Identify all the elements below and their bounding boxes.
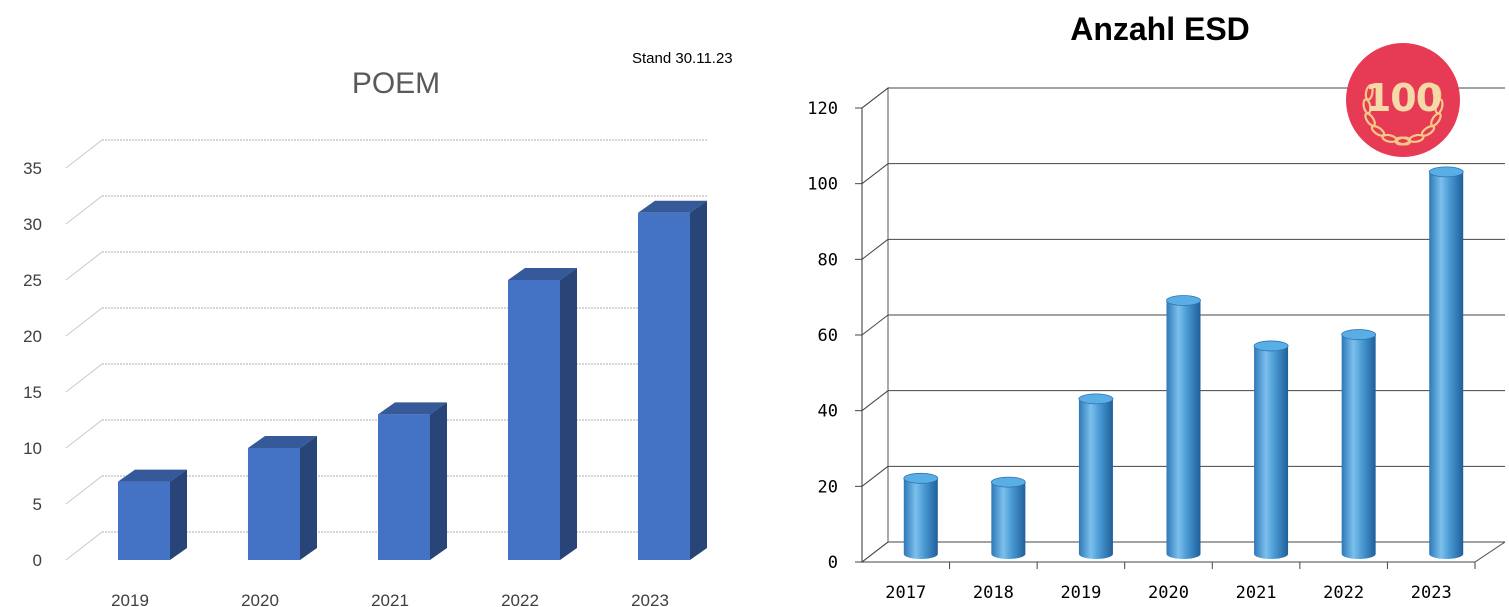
x-tick-label: 2023 [1411,583,1452,603]
bar-side [170,469,187,560]
bar-top [248,436,317,448]
gridline-depth [861,87,889,109]
bar [378,414,430,560]
bar-top [1166,295,1201,306]
bar-side [560,268,577,560]
gridline-depth [65,195,103,225]
gridline-depth [861,541,889,563]
gridline-depth [65,139,103,169]
bar-side [430,402,447,560]
bar-top [903,472,939,484]
bar [1166,300,1201,559]
laurel-wreath-icon [1346,43,1460,157]
y-tick-label: 120 [807,99,838,119]
badge-number: 100 [1364,76,1442,120]
bar-top [1428,166,1464,178]
bar [991,482,1026,559]
gridline-depth [861,314,889,336]
gridline-depth [65,307,103,337]
bar [248,448,300,560]
y-tick-label: 80 [818,250,838,270]
bar-top [638,200,707,213]
bar-top [378,402,447,415]
poem-chart-title: POEM [352,67,440,100]
y-tick-label: 30 [23,215,42,234]
esd-chart: Anzahl ESD 0 20 40 60 80 100 120 2017 2018 2019 202… [807,11,1506,603]
bar-top [990,476,1026,488]
status-date-note: Stand 30.11.23 [632,50,733,67]
y-tick-label: 15 [23,383,42,402]
y-tick-label: 10 [23,439,42,458]
x-tick-label: 2020 [1148,583,1189,603]
bar [118,481,170,560]
y-tick-label: 40 [818,402,838,422]
gridline-depth [861,163,889,185]
y-tick-label: 0 [33,551,42,570]
x-tick-label: 2022 [1323,583,1364,603]
bar-top [1253,340,1289,352]
x-tick-label: 2019 [111,591,149,607]
y-tick-label: 35 [23,159,42,178]
gridline-depth [65,475,103,505]
gridline-depth [65,363,103,393]
x-tick-label: 2019 [1060,583,1101,603]
bar-top [1078,393,1114,405]
bar-top [508,268,577,280]
y-tick-label: 5 [33,495,42,514]
anniversary-badge: 100 [1346,43,1460,157]
y-tick-label: 25 [23,271,42,290]
bar-side [300,436,317,560]
bar [508,280,560,560]
x-tick-label: 2017 [885,583,926,603]
poem-chart: POEM 0 5 10 15 20 25 30 35 2019 2020 2021 2022 2023 [23,67,708,607]
esd-chart-title: Anzahl ESD [1070,11,1250,47]
floor-edge [1474,541,1506,563]
y-tick-label: 20 [23,327,42,346]
x-tick-label: 2021 [1236,583,1277,603]
gridline-depth [65,531,103,561]
gridline-depth [861,238,889,260]
y-tick-label: 20 [818,477,838,497]
bar-side [690,200,707,561]
x-tick-label: 2022 [501,591,539,607]
y-tick-label: 0 [828,553,838,573]
x-tick-label: 2020 [241,591,279,607]
gridline-depth [65,419,103,449]
bar [1341,334,1376,559]
bar [1254,345,1289,559]
x-tick-label: 2018 [973,583,1014,603]
bar [638,212,690,561]
bar [1429,171,1464,559]
x-tick-label: 2023 [631,591,669,607]
bar [1078,398,1113,559]
bar-top [1341,329,1377,340]
laurel-leaf [1394,136,1412,146]
x-tick-label: 2021 [371,591,409,607]
gridline-depth [861,465,889,487]
gridline-depth [65,251,103,281]
bar-top [118,469,187,482]
gridline-depth [861,390,889,412]
y-tick-label: 100 [807,175,838,195]
y-tick-label: 60 [818,326,838,346]
bar [903,478,938,559]
